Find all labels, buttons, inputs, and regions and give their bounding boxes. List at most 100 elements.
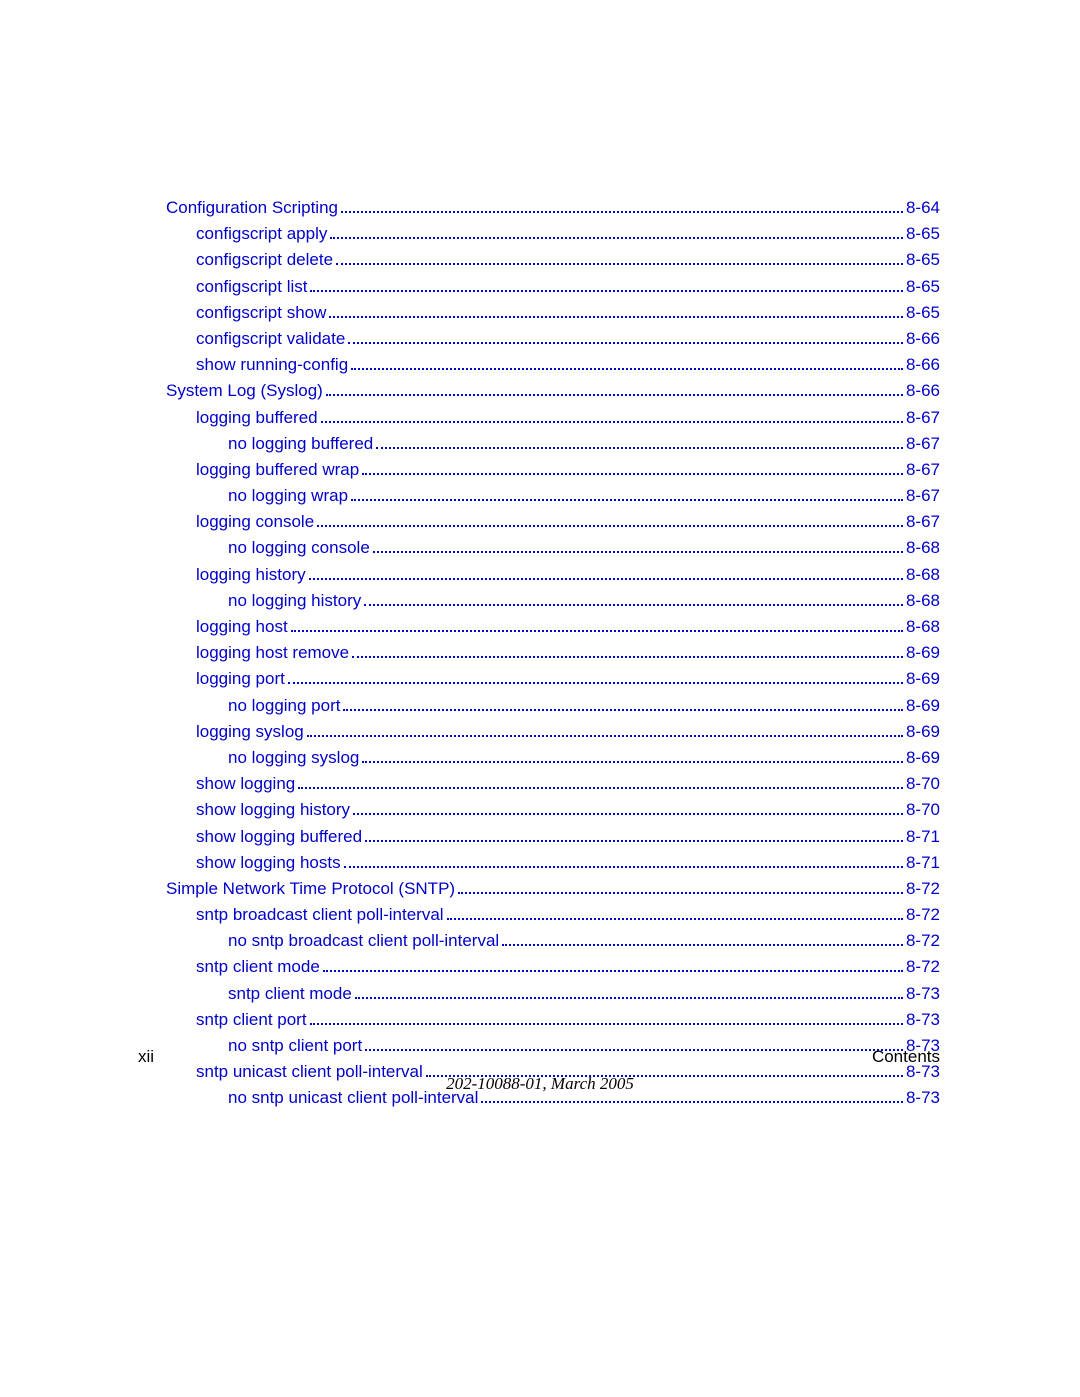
toc-entry[interactable]: logging buffered 8-67	[196, 408, 940, 428]
toc-entry[interactable]: sntp client mode 8-72	[196, 957, 940, 977]
toc-label: no logging history	[228, 591, 361, 611]
toc-page-number: 8-69	[906, 643, 940, 663]
toc-page-number: 8-69	[906, 696, 940, 716]
toc-leader-dots	[309, 578, 903, 580]
toc-leader-dots	[447, 918, 903, 920]
toc-entry[interactable]: Simple Network Time Protocol (SNTP) 8-72	[166, 879, 940, 899]
toc-entry[interactable]: no logging history 8-68	[228, 591, 940, 611]
toc-page-number: 8-67	[906, 512, 940, 532]
toc-label: Configuration Scripting	[166, 198, 338, 218]
toc-label: configscript list	[196, 277, 307, 297]
toc-page-number: 8-69	[906, 722, 940, 742]
toc-leader-dots	[353, 813, 903, 815]
toc-entry[interactable]: logging host remove 8-69	[196, 643, 940, 663]
toc-label: logging host	[196, 617, 288, 637]
toc-entry[interactable]: no logging buffered 8-67	[228, 434, 940, 454]
toc-entry[interactable]: logging console 8-67	[196, 512, 940, 532]
toc-entry[interactable]: configscript list 8-65	[196, 277, 940, 297]
toc-label: show logging	[196, 774, 295, 794]
toc-page-number: 8-65	[906, 277, 940, 297]
toc-leader-dots	[458, 892, 903, 894]
toc-label: logging syslog	[196, 722, 304, 742]
toc-entry[interactable]: configscript apply 8-65	[196, 224, 940, 244]
toc-entry[interactable]: show logging buffered 8-71	[196, 827, 940, 847]
toc-entry[interactable]: sntp broadcast client poll-interval 8-72	[196, 905, 940, 925]
toc-entry[interactable]: logging port 8-69	[196, 669, 940, 689]
toc-page-number: 8-71	[906, 853, 940, 873]
toc-leader-dots	[288, 682, 903, 684]
toc-label: configscript validate	[196, 329, 345, 349]
toc-page-number: 8-70	[906, 774, 940, 794]
toc-entry[interactable]: no logging console 8-68	[228, 538, 940, 558]
toc-leader-dots	[344, 866, 903, 868]
toc-label: System Log (Syslog)	[166, 381, 323, 401]
footer-docinfo: 202-10088-01, March 2005	[0, 1074, 1080, 1094]
toc-leader-dots	[351, 499, 903, 501]
toc-entry[interactable]: System Log (Syslog) 8-66	[166, 381, 940, 401]
toc-page-number: 8-69	[906, 669, 940, 689]
toc-label: logging port	[196, 669, 285, 689]
toc-entry[interactable]: no logging syslog 8-69	[228, 748, 940, 768]
toc-page-number: 8-68	[906, 565, 940, 585]
toc-entry[interactable]: logging host 8-68	[196, 617, 940, 637]
toc-label: no logging buffered	[228, 434, 373, 454]
toc-entry[interactable]: sntp client mode 8-73	[228, 984, 940, 1004]
toc-label: configscript delete	[196, 250, 333, 270]
toc-entry[interactable]: Configuration Scripting 8-64	[166, 198, 940, 218]
toc-entry[interactable]: configscript delete 8-65	[196, 250, 940, 270]
toc-entry[interactable]: show logging history 8-70	[196, 800, 940, 820]
toc-label: sntp client mode	[228, 984, 352, 1004]
toc-leader-dots	[376, 447, 903, 449]
toc-leader-dots	[329, 316, 903, 318]
toc-leader-dots	[351, 368, 903, 370]
toc-page-number: 8-66	[906, 381, 940, 401]
toc-page-number: 8-65	[906, 224, 940, 244]
toc-entry[interactable]: no logging wrap 8-67	[228, 486, 940, 506]
toc-entry[interactable]: configscript validate 8-66	[196, 329, 940, 349]
toc-page-number: 8-72	[906, 931, 940, 951]
toc-entry[interactable]: logging buffered wrap 8-67	[196, 460, 940, 480]
footer-page-number: xii	[138, 1047, 154, 1067]
toc-label: show logging hosts	[196, 853, 341, 873]
toc-page-number: 8-69	[906, 748, 940, 768]
toc-leader-dots	[291, 630, 903, 632]
footer-section: Contents	[872, 1047, 940, 1067]
toc-entry[interactable]: show running-config 8-66	[196, 355, 940, 375]
toc-entry[interactable]: no logging port 8-69	[228, 696, 940, 716]
toc-leader-dots	[310, 290, 902, 292]
toc-label: configscript show	[196, 303, 326, 323]
toc-page-number: 8-73	[906, 984, 940, 1004]
toc-label: logging console	[196, 512, 314, 532]
toc-entry[interactable]: logging syslog 8-69	[196, 722, 940, 742]
toc-entry[interactable]: no sntp broadcast client poll-interval 8…	[228, 931, 940, 951]
toc-leader-dots	[373, 551, 903, 553]
toc-leader-dots	[364, 604, 903, 606]
toc-page-number: 8-71	[906, 827, 940, 847]
toc-leader-dots	[321, 421, 903, 423]
toc-leader-dots	[341, 211, 903, 213]
toc-label: no logging syslog	[228, 748, 359, 768]
toc-entry[interactable]: show logging 8-70	[196, 774, 940, 794]
toc-page-number: 8-65	[906, 303, 940, 323]
toc-leader-dots	[343, 709, 902, 711]
page-footer: xii Contents	[138, 1047, 940, 1067]
toc-entry[interactable]: sntp client port 8-73	[196, 1010, 940, 1030]
toc-leader-dots	[307, 735, 903, 737]
toc-entry[interactable]: logging history 8-68	[196, 565, 940, 585]
toc-leader-dots	[336, 263, 903, 265]
toc-leader-dots	[365, 840, 903, 842]
toc-page-number: 8-65	[906, 250, 940, 270]
toc-label: configscript apply	[196, 224, 327, 244]
toc-leader-dots	[362, 761, 903, 763]
toc-page-number: 8-70	[906, 800, 940, 820]
toc-page-number: 8-64	[906, 198, 940, 218]
toc-page-number: 8-73	[906, 1010, 940, 1030]
toc-page-number: 8-68	[906, 591, 940, 611]
toc-label: sntp client mode	[196, 957, 320, 977]
toc-label: sntp client port	[196, 1010, 307, 1030]
toc-leader-dots	[330, 237, 903, 239]
toc-leader-dots	[502, 944, 903, 946]
toc-leader-dots	[355, 997, 903, 999]
toc-entry[interactable]: show logging hosts 8-71	[196, 853, 940, 873]
toc-entry[interactable]: configscript show 8-65	[196, 303, 940, 323]
